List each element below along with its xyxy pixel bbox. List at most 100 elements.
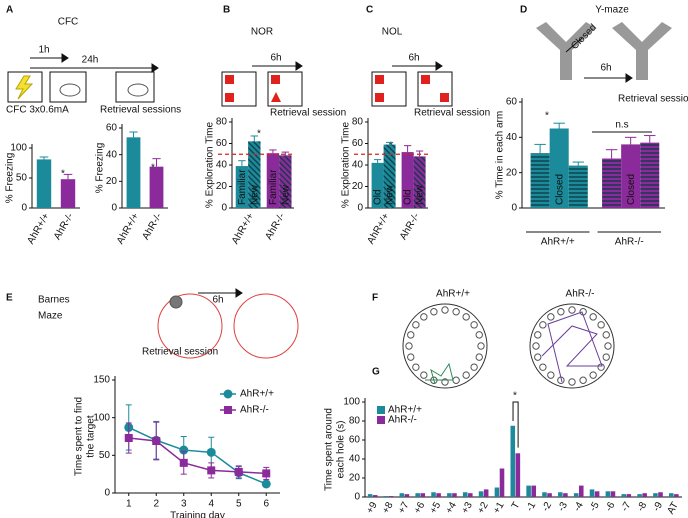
bar <box>372 495 378 497</box>
annotation: 6h <box>270 53 281 64</box>
bar <box>621 494 627 497</box>
chart-title: NOL <box>382 27 403 38</box>
hole <box>475 353 483 361</box>
mouse <box>127 83 149 97</box>
y-axis-label: % Exploration Time <box>341 121 352 208</box>
bar <box>420 493 426 497</box>
bar <box>415 493 420 497</box>
hole <box>452 376 460 384</box>
group-label: AhR+/+ <box>230 211 257 246</box>
bar <box>568 165 588 208</box>
hole <box>452 308 460 316</box>
annotation: * <box>513 391 517 402</box>
group-label: AhR-/- <box>398 211 422 242</box>
object <box>421 75 430 84</box>
bar <box>642 493 647 497</box>
y-tick-label: 0 <box>511 203 517 214</box>
panel-label: F <box>372 293 378 304</box>
group-label: AhR-/- <box>615 237 644 248</box>
chart-title: NOR <box>251 27 273 38</box>
arena <box>417 71 453 107</box>
object <box>271 92 281 102</box>
annotation: Retrieval sessions <box>100 105 181 116</box>
track-title: AhR-/- <box>566 289 595 300</box>
y-tick-label: 60 <box>506 97 518 108</box>
bar <box>526 485 531 497</box>
legend-marker <box>223 389 233 399</box>
bar-label: New <box>280 184 291 205</box>
bar-label: Closed <box>554 174 565 205</box>
y-tick-label: 50 <box>16 173 28 184</box>
schematics <box>7 22 672 359</box>
y-tick-label: 60 <box>106 123 118 134</box>
hole <box>420 313 428 321</box>
barnes-maze <box>233 293 299 359</box>
arena <box>221 71 257 107</box>
arrow-head <box>435 61 443 71</box>
bar <box>399 493 405 497</box>
hole <box>470 321 478 329</box>
point <box>261 479 271 489</box>
bar <box>383 496 389 497</box>
hole <box>557 308 565 316</box>
x-tick-label: +7 <box>396 500 411 516</box>
arrow-head <box>235 288 243 298</box>
y-tick-label: 0 <box>104 488 110 499</box>
x-tick-label: T <box>510 500 523 511</box>
x-tick-label: AhR+/+ <box>115 211 142 246</box>
y-tick-label: 0 <box>357 203 363 214</box>
object <box>271 75 280 84</box>
track-title: AhR+/+ <box>436 289 470 300</box>
series-line <box>128 437 267 475</box>
y-tick-label: 60 <box>216 138 228 149</box>
bar <box>610 491 616 497</box>
bar <box>367 494 373 497</box>
chart-title: CFC <box>58 17 79 28</box>
point <box>207 466 216 475</box>
track-path <box>541 311 603 383</box>
hole <box>470 363 478 371</box>
annotation: Retrieval session <box>618 94 688 105</box>
hole <box>568 378 576 386</box>
annotation: 6h <box>212 295 223 306</box>
hole <box>597 321 605 329</box>
x-tick-label: AhR-/- <box>140 211 164 242</box>
y-tick-label: 0 <box>21 203 27 214</box>
arrow-head <box>625 73 633 83</box>
hole <box>589 371 597 379</box>
panel-label: D <box>520 5 527 16</box>
hole <box>547 371 555 379</box>
bar <box>431 492 436 497</box>
legend-swatch <box>377 416 385 424</box>
arrow-head <box>151 63 159 73</box>
bar <box>589 489 595 497</box>
y-tick-label: 0 <box>221 203 227 214</box>
maze-outline <box>402 303 488 389</box>
y-tick-label: 0 <box>354 492 360 503</box>
annotation: 6h <box>600 63 611 74</box>
panel-label: C <box>366 5 373 16</box>
hole <box>412 363 420 371</box>
bar <box>266 153 280 208</box>
bar-label: Old <box>373 189 384 205</box>
x-tick-label: +8 <box>380 500 395 516</box>
hole <box>539 321 547 329</box>
bar <box>578 485 584 497</box>
object <box>440 93 449 102</box>
bar <box>60 179 76 208</box>
arrow-head <box>61 53 69 63</box>
bar <box>447 493 452 497</box>
y-axis-label: % Time in each arm <box>495 111 506 199</box>
bar-label: Familiar <box>237 169 248 205</box>
hole <box>477 342 485 350</box>
bar <box>602 158 622 208</box>
bar <box>413 156 426 208</box>
x-tick-label: -4 <box>572 500 586 514</box>
x-tick-label: 1 <box>126 499 132 510</box>
closed-door <box>565 37 583 53</box>
bar <box>436 493 441 497</box>
hole <box>420 371 428 379</box>
bar <box>530 153 550 208</box>
annotation: CFC 3x0.6mA <box>6 105 69 116</box>
hole <box>462 371 470 379</box>
